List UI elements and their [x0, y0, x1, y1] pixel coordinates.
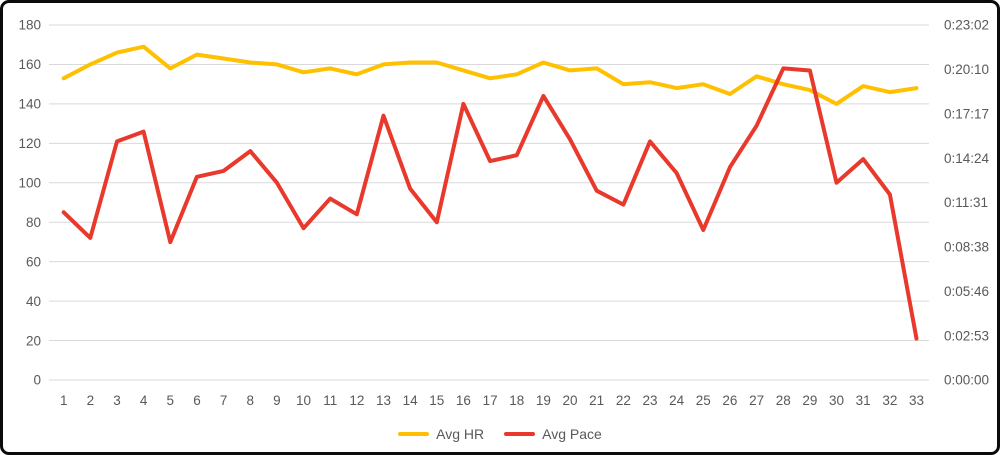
x-axis-tick-label: 19: [536, 393, 551, 408]
x-axis-tick-label: 12: [349, 393, 364, 408]
x-axis-tick-label: 14: [403, 393, 419, 408]
x-axis-tick-label: 22: [616, 393, 631, 408]
right-axis-tick-label: 0:17:17: [944, 106, 989, 121]
x-axis-tick-label: 2: [87, 393, 95, 408]
left-axis-tick-label: 40: [26, 294, 41, 309]
right-axis-tick-label: 0:20:10: [944, 62, 989, 77]
x-axis-tick-label: 11: [323, 393, 337, 408]
legend: Avg HR Avg Pace: [3, 427, 997, 441]
left-axis-tick-label: 0: [33, 373, 41, 388]
x-axis-tick-label: 7: [220, 393, 228, 408]
x-axis-tick-label: 9: [273, 393, 281, 408]
left-axis-tick-label: 20: [26, 333, 41, 348]
x-axis-tick-label: 5: [167, 393, 175, 408]
series-avg-pace: [61, 66, 919, 341]
x-axis-tick-label: 18: [509, 393, 524, 408]
left-axis-tick-label: 180: [18, 18, 41, 33]
x-axis-labels: 1 2 3 4 5 6 7 8 9 10 11 12 13 14 15 16 17 18 19 20 21 22 23 24 2…: [60, 393, 924, 408]
right-axis-tick-label: 0:05:46: [944, 284, 989, 299]
avg-pace-line: [61, 66, 919, 341]
x-axis-tick-label: 24: [669, 393, 685, 408]
x-axis-tick-label: 17: [483, 393, 498, 408]
left-axis-tick-label: 120: [18, 136, 41, 151]
left-axis-tick-label: 160: [18, 57, 41, 72]
legend-label-avg-hr: Avg HR: [436, 426, 485, 442]
x-axis-tick-label: 4: [140, 393, 148, 408]
right-axis-tick-label: 0:00:00: [944, 373, 989, 388]
x-axis-tick-label: 10: [296, 393, 311, 408]
avg-hr-line-swatch: [398, 432, 430, 436]
series-avg-hr: [61, 44, 919, 106]
x-axis-tick-label: 25: [696, 393, 711, 408]
x-axis-tick-label: 32: [882, 393, 897, 408]
left-axis-labels: 0 20 40 60 80 100 120 140 160 180: [18, 18, 41, 388]
legend-item-avg-hr[interactable]: Avg HR: [398, 427, 484, 441]
x-axis-tick-label: 23: [642, 393, 657, 408]
x-axis-tick-label: 28: [776, 393, 791, 408]
x-axis-tick-label: 13: [376, 393, 391, 408]
x-axis-tick-label: 27: [749, 393, 764, 408]
x-axis-tick-label: 29: [802, 393, 817, 408]
x-axis-tick-label: 21: [589, 393, 604, 408]
left-axis-tick-label: 80: [26, 215, 41, 230]
right-axis-tick-label: 0:14:24: [944, 151, 990, 166]
right-axis-tick-label: 0:23:02: [944, 18, 989, 33]
chart-canvas: 0204060801001201401601800:00:000:02:530:…: [18, 18, 990, 408]
x-axis-tick-label: 15: [429, 393, 444, 408]
left-axis-tick-label: 140: [18, 97, 41, 112]
legend-label-avg-pace: Avg Pace: [542, 426, 602, 442]
x-axis-tick-label: 30: [829, 393, 844, 408]
x-axis-tick-label: 16: [456, 393, 471, 408]
x-axis-tick-label: 31: [856, 393, 871, 408]
x-axis-tick-label: 6: [193, 393, 201, 408]
right-axis-tick-label: 0:08:38: [944, 240, 989, 255]
x-axis-tick-label: 1: [60, 393, 68, 408]
x-axis-tick-label: 33: [909, 393, 924, 408]
left-axis-tick-label: 60: [26, 254, 41, 269]
legend-item-avg-pace[interactable]: Avg Pace: [504, 427, 602, 441]
avg-pace-line-swatch: [504, 432, 536, 436]
avg-hr-line: [61, 44, 919, 106]
x-axis-tick-label: 20: [563, 393, 578, 408]
right-axis-labels: 0:00:00 0:02:53 0:05:46 0:08:38 0:11:31 0:14:…: [944, 18, 990, 388]
x-axis-tick-label: 26: [722, 393, 737, 408]
x-axis-tick-label: 8: [246, 393, 254, 408]
right-axis-tick-label: 0:02:53: [944, 328, 989, 343]
x-axis-tick-label: 3: [113, 393, 121, 408]
right-axis-tick-label: 0:11:31: [944, 195, 988, 210]
left-axis-tick-label: 100: [18, 176, 41, 191]
